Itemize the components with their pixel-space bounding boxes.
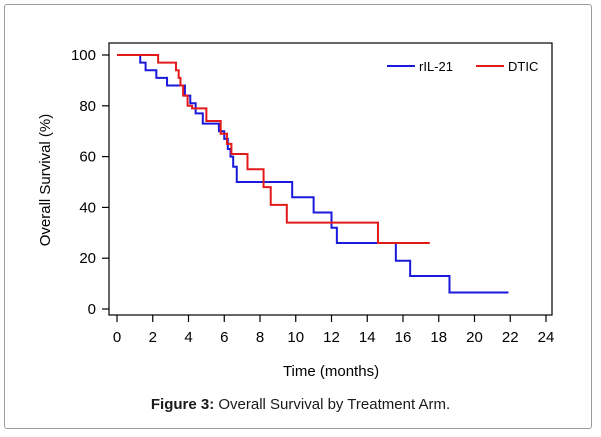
y-tick-label: 60	[79, 149, 96, 166]
y-tick-label: 40	[79, 199, 96, 216]
legend: rIL-21 DTIC	[387, 59, 538, 74]
figure-label: Figure 3:	[150, 396, 215, 413]
y-tick-label: 0	[88, 301, 96, 318]
y-axis-label: Overall Survival (%)	[37, 114, 54, 247]
plot-area	[108, 42, 553, 316]
x-tick-label: 2	[149, 329, 157, 346]
series-line-dtic	[117, 54, 430, 244]
x-tick-label: 0	[113, 329, 121, 346]
figure-caption-text: Overall Survival by Treatment Arm.	[218, 396, 451, 413]
x-tick-label: 4	[184, 329, 192, 346]
legend-label: DTIC	[508, 59, 538, 74]
x-tick-label: 16	[395, 329, 412, 346]
x-axis-label: Time (months)	[283, 363, 379, 380]
figure-caption: Figure 3: Overall Survival by Treatment …	[0, 396, 601, 413]
x-tick-label: 20	[466, 329, 483, 346]
legend-label: rIL-21	[419, 59, 453, 74]
x-tick-label: 12	[323, 329, 340, 346]
y-tick-label: 100	[71, 47, 96, 64]
series-line-ril-21	[117, 54, 509, 294]
x-tick-label: 10	[287, 329, 304, 346]
x-tick-label: 18	[430, 329, 447, 346]
x-tick-label: 6	[220, 329, 228, 346]
x-tick-label: 14	[359, 329, 376, 346]
y-tick-label: 80	[79, 98, 96, 115]
figure-frame	[4, 4, 592, 429]
series-layer	[117, 54, 509, 294]
x-tick-label: 24	[538, 329, 555, 346]
y-tick-label: 20	[79, 250, 96, 267]
x-tick-label: 22	[502, 329, 519, 346]
x-tick-label: 8	[256, 329, 264, 346]
